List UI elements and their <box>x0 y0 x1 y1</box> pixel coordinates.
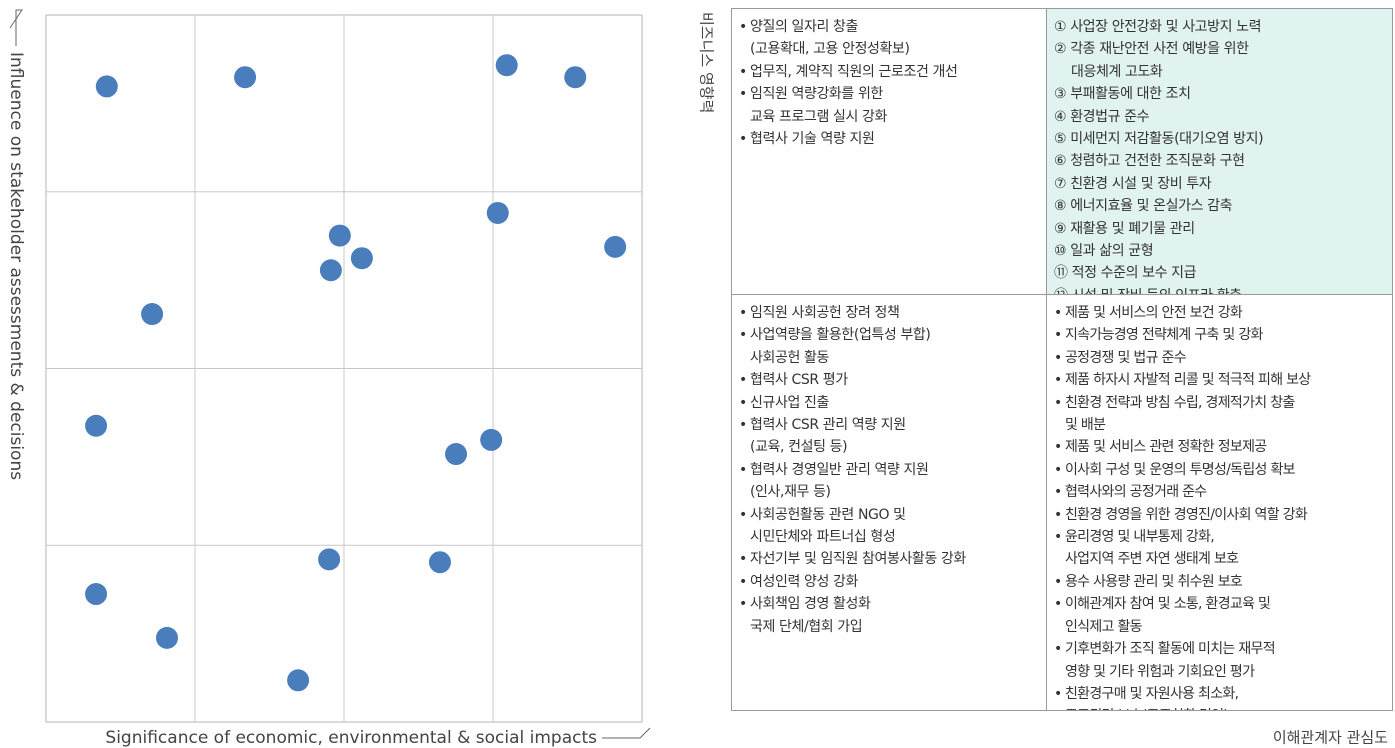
item-text: 양질의 일자리 창출 <box>739 16 1040 39</box>
item-text: 시민단체와 파트너십 형성 <box>750 529 896 546</box>
point <box>287 669 310 692</box>
item-text: ② 각종 재난안전 사전 예방을 위한 <box>1054 41 1249 58</box>
quadrant: 임직원 사회공헌 장려 정책사업역량을 활용한(업특성 부합) 사회공헌 활동협력… <box>731 294 1047 711</box>
item-text: 이사회 구성 및 운영의 투명성/독립성 확보 <box>1054 459 1386 482</box>
item-text: 업무직, 계약직 직원의 근로조건 개선 <box>739 61 1040 84</box>
item-text: 주주권리 보호(주주친화 경영) <box>1054 705 1386 710</box>
item-text: 용수 사용량 관리 및 취수원 보호 <box>1054 571 1386 594</box>
quadrant: 제품 및 서비스의 안전 보건 강화지속가능경영 전략체계 구축 및 강화공정경… <box>1046 294 1393 711</box>
item-text: 교육 프로그램 실시 강화 <box>750 108 887 125</box>
item-text: ③ 부패활동에 대한 조치 <box>1054 86 1191 103</box>
item-text: 신규사업 진출 <box>739 392 1040 415</box>
item-text: 이해관계자 참여 및 소통, 환경교육 및 <box>1054 593 1386 616</box>
point <box>445 443 468 466</box>
item-text: 친환경구매 및 자원사용 최소화, <box>1054 683 1386 706</box>
point <box>428 551 451 574</box>
matrix-y-label: 비즈니스 영향력 <box>698 12 716 113</box>
item-text: 제품 및 서비스 관련 정확한 정보제공 <box>1054 436 1386 459</box>
item-text: ⑥ 청렴하고 건전한 조직문화 구현 <box>1054 153 1245 170</box>
item-text: 여성인력 양성 강화 <box>739 571 1040 594</box>
item-text: 사회공헌 활동 <box>750 349 829 366</box>
item-text: 협력사 경영일반 관리 역량 지원 <box>739 459 1040 482</box>
point <box>564 66 587 89</box>
quadrant: 양질의 일자리 창출 (고용확대, 고용 안정성확보) 업무직, 계약직 직원의 근… <box>731 8 1047 295</box>
point <box>495 54 518 77</box>
item-text: 자선기부 및 임직원 참여봉사활동 강화 <box>739 548 1040 571</box>
item-text: 지속가능경영 전략체계 구축 및 강화 <box>1054 324 1386 347</box>
item-text: ⑨ 재활용 및 폐기물 관리 <box>1054 220 1195 237</box>
point <box>95 75 118 98</box>
item-text: ⑤ 미세먼지 저감활동(대기오염 방지) <box>1054 131 1264 148</box>
item-text: ④ 환경법규 준수 <box>1054 108 1150 125</box>
x-arrow <box>602 727 651 739</box>
item-text: 임직원 역량강화를 위한 <box>739 83 1040 106</box>
point <box>141 303 164 326</box>
item-text: 영향 및 기타 위험과 기회요인 평가 <box>1065 663 1255 680</box>
item-text: 인식제고 활동 <box>1065 618 1143 635</box>
item-text: 친환경 경영을 위한 경영진/이사회 역할 강화 <box>1054 504 1386 527</box>
item-text: 공정경쟁 및 법규 준수 <box>1054 347 1386 370</box>
item-text: 사회공헌활동 관련 NGO 및 <box>739 504 1040 527</box>
item-text: 기후변화가 조직 활동에 미치는 재무적 <box>1054 638 1386 661</box>
item-text: ① 사업장 안전강화 및 사고방지 노력 <box>1054 19 1262 35</box>
item-text: 대응체계 고도화 <box>1071 63 1163 80</box>
item-text: ⑩ 일과 삶의 균형 <box>1054 243 1154 260</box>
point <box>328 224 351 247</box>
item-text: 친환경 전략과 방침 수립, 경제적가치 창출 <box>1054 392 1386 415</box>
item-text: 협력사 CSR 관리 역량 지원 <box>739 414 1040 437</box>
item-text: 협력사 CSR 평가 <box>739 369 1040 392</box>
point <box>85 583 108 606</box>
point <box>319 259 342 282</box>
item-text: 사업역량을 활용한(업특성 부합) <box>739 324 1040 347</box>
point <box>604 235 627 258</box>
point <box>85 414 108 437</box>
item-text: 제품 하자시 자발적 리콜 및 적극적 피해 보상 <box>1054 369 1386 392</box>
point <box>350 247 373 270</box>
item-text: (고용확대, 고용 안정성확보) <box>750 41 910 58</box>
point <box>486 201 509 224</box>
point <box>318 548 341 571</box>
item-text: 협력사와의 공정거래 준수 <box>1054 481 1386 504</box>
item-text: ⑧ 에너지효율 및 온실가스 감축 <box>1054 198 1233 215</box>
point <box>234 66 257 89</box>
item-text: 국제 단체/협회 가입 <box>750 618 863 635</box>
item-text: ⑦ 친환경 시설 및 장비 투자 <box>1054 175 1212 192</box>
item-text: 협력사 기술 역량 지원 <box>739 128 1040 151</box>
item-text: (인사,재무 등) <box>750 484 831 501</box>
item-text: 제품 및 서비스의 안전 보건 강화 <box>1054 302 1386 325</box>
item-text: 사회책임 경영 활성화 <box>739 593 1040 616</box>
item-text: ⑪ 적정 수준의 보수 지급 <box>1054 265 1197 282</box>
y-axis-label: Influence on stakeholder assessments & d… <box>6 52 26 480</box>
item-text: 및 배분 <box>1065 417 1106 434</box>
x-axis-label: Significance of economic, environmental … <box>105 728 597 748</box>
point <box>480 428 503 451</box>
item-text: 사업지역 주변 자연 생태계 보호 <box>1065 551 1239 568</box>
item-text: (교육, 컨설팅 등) <box>750 439 848 456</box>
matrix-x-label: 이해관계자 관심도 <box>1273 729 1388 747</box>
item-text: 임직원 사회공헌 장려 정책 <box>739 302 1040 325</box>
point <box>155 626 178 649</box>
item-text: ⑫ 시설 및 장비 등의 인프라 확충 <box>1054 285 1386 294</box>
item-text: 윤리경영 및 내부통제 강화, <box>1054 526 1386 549</box>
y-arrow <box>9 9 23 46</box>
